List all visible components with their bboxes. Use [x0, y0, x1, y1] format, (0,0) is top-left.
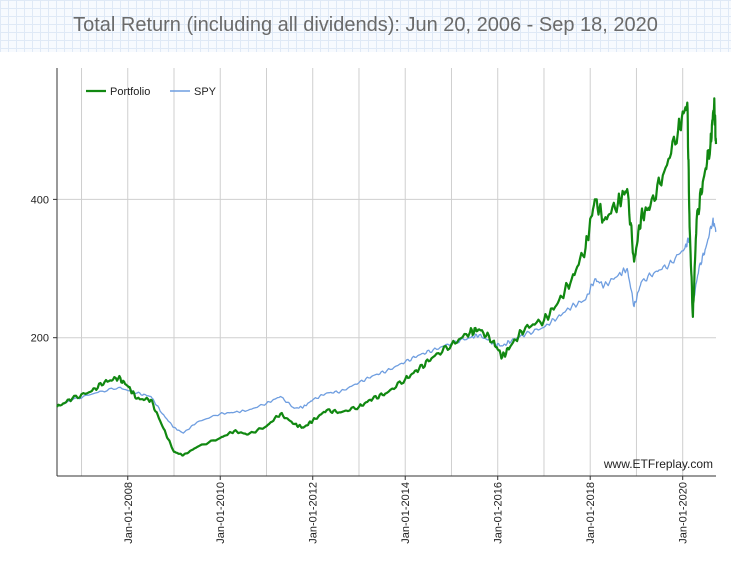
y-tick-label: 400: [31, 194, 49, 206]
x-tick-label: Jan-01-2008: [123, 482, 135, 544]
x-tick-label: Jan-01-2018: [585, 482, 597, 544]
series-layer: [56, 97, 718, 457]
watermark-text: www.ETFreplay.com: [603, 457, 713, 471]
legend-label-spy: SPY: [194, 86, 217, 98]
title-bar: Total Return (including all dividends): …: [0, 0, 731, 52]
series-line-portfolio: [56, 97, 718, 457]
x-tick-label: Jan-01-2012: [308, 482, 320, 544]
y-tick-label: 200: [31, 333, 49, 345]
legend-label-portfolio: Portfolio: [110, 86, 150, 98]
axes: 200 400 Jan-01-2008 Jan-01-2010 Jan-01-2012 J…: [31, 68, 716, 544]
x-tick-label: Jan-01-2014: [400, 482, 412, 544]
legend: Portfolio SPY: [86, 86, 217, 98]
grid: [57, 68, 716, 476]
x-tick-label: Jan-01-2020: [678, 482, 690, 544]
chart-title: Total Return (including all dividends): …: [73, 14, 658, 36]
x-tick-label: Jan-01-2016: [493, 482, 505, 544]
x-tick-label: Jan-01-2010: [215, 482, 227, 544]
series-line-spy: [56, 217, 717, 434]
